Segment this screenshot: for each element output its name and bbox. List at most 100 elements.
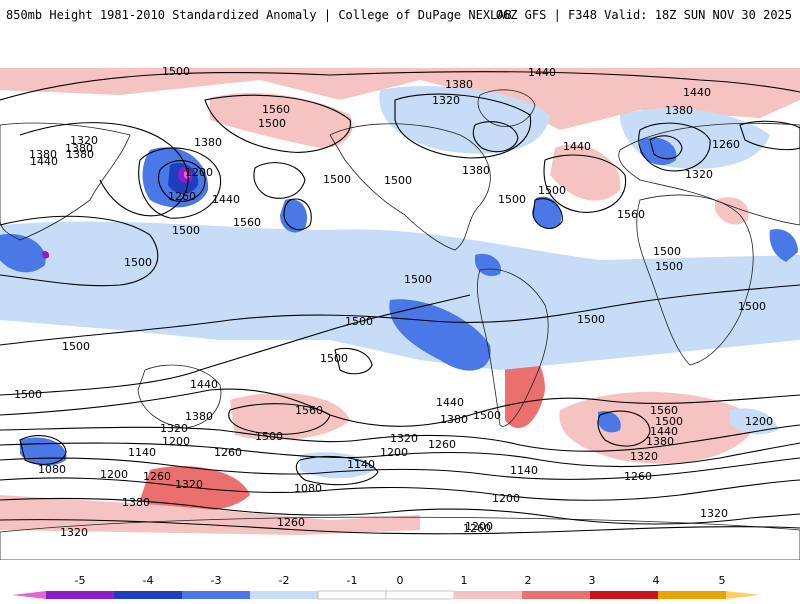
contour-label: 1320 [390, 432, 418, 445]
neg-anomaly-south-atlantic [598, 411, 621, 433]
contour-line [334, 347, 373, 375]
map-svg: 1500 1380 1320 1440 1380 1500 1500 1560 … [0, 40, 800, 560]
contour-label: 1380 [194, 136, 222, 149]
contour-label: 1500 [738, 300, 766, 313]
contour-label: 1440 [683, 86, 711, 99]
legend-tick: 0 [397, 574, 404, 587]
contour-label: 1320 [700, 507, 728, 520]
contour-line [138, 147, 222, 219]
pos-anomaly-south-atlantic [559, 391, 760, 464]
legend-swatch-p3-p4 [590, 591, 658, 599]
contour-line [0, 442, 800, 468]
contour-label: 1500 [323, 173, 351, 186]
contour-line [0, 477, 800, 501]
contour-label: 1380 [29, 148, 57, 161]
pos-anomaly-australia-south [140, 466, 250, 512]
contour-line [204, 94, 351, 153]
contour-line [0, 497, 800, 525]
contour-line [394, 93, 532, 159]
legend-swatch-p1-p2 [454, 591, 522, 599]
contour-label: 1200 [492, 492, 520, 505]
legend-tick: -5 [75, 574, 86, 587]
neg-anomaly-arabian [769, 229, 798, 262]
contour-label: 1500 [258, 117, 286, 130]
contour-label: 1260 [143, 470, 171, 483]
strong-neg-indian-core [42, 250, 50, 259]
contour-label: 1440 [436, 396, 464, 409]
contour-line [228, 403, 331, 435]
contour-label: 1320 [432, 94, 460, 107]
contour-label: 1500 [320, 352, 348, 365]
neg-anomaly-siberia [640, 137, 677, 166]
contour-label: 1200 [745, 415, 773, 428]
contour-line [0, 519, 800, 535]
legend-color-bar [12, 590, 760, 600]
contour-label: 1260 [712, 138, 740, 151]
contour-label: 1200 [465, 520, 493, 533]
contour-label: 1140 [128, 446, 156, 459]
legend-tick: -4 [143, 574, 154, 587]
color-legend: -5 -4 -3 -2 -1 0 1 2 3 4 5 [0, 570, 800, 600]
contour-label: 1200 [185, 166, 213, 179]
contour-label: 1500 [538, 184, 566, 197]
legend-tick: 4 [653, 574, 660, 587]
contour-label: 1260 [168, 190, 196, 203]
contour-label: 1500 [384, 174, 412, 187]
contour-label: 1440 [30, 155, 58, 168]
contour-label: 1560 [650, 404, 678, 417]
north-america [329, 123, 491, 251]
anomaly-map: 1500 1380 1320 1440 1380 1500 1500 1560 … [0, 40, 800, 560]
pos-anomaly-south-america [505, 351, 545, 429]
neg-anomaly-madagascar [730, 408, 778, 435]
neg-anomaly-south-ocean [300, 452, 375, 479]
legend-tick: 3 [589, 574, 596, 587]
contour-label: 1500 [14, 388, 42, 401]
contour-label: 1500 [498, 193, 526, 206]
legend-tick-labels: -5 -4 -3 -2 -1 0 1 2 3 4 5 [75, 574, 726, 587]
legend-swatch-m1-0 [317, 590, 387, 600]
neg-anomaly-east-pacific [389, 299, 491, 371]
contour-line [739, 120, 800, 151]
contour-line [0, 388, 800, 427]
map-title: 850mb Height 1981-2010 Standardized Anom… [6, 8, 512, 22]
contour-line [0, 457, 800, 480]
contour-label: 1440 [650, 425, 678, 438]
pos-anomaly-far-south [0, 495, 420, 535]
contour-label: 1200 [100, 468, 128, 481]
contour-label: 1260 [428, 438, 456, 451]
contour-label: 1380 [66, 148, 94, 161]
contour-label: 1560 [617, 208, 645, 221]
asia-west [0, 122, 131, 241]
neg-anomaly-indian-ocean [0, 234, 46, 273]
legend-swatch-m3-m2 [182, 591, 250, 599]
contour-label: 1500 [655, 415, 683, 428]
contour-line [19, 435, 67, 465]
contour-label: 1140 [347, 458, 375, 471]
contour-label: 1560 [233, 216, 261, 229]
legend-tick: 5 [719, 574, 726, 587]
legend-swatch-m2-m1 [250, 591, 318, 599]
contour-label: 1320 [630, 450, 658, 463]
contour-label: 1380 [665, 104, 693, 117]
contour-label: 1080 [38, 463, 66, 476]
contour-label: 1500 [655, 260, 683, 273]
south-america [476, 268, 549, 427]
contour-labels: 1500 1380 1320 1440 1380 1500 1500 1560 … [14, 65, 773, 539]
africa [636, 194, 754, 366]
contour-label: 1260 [214, 446, 242, 459]
pos-anomaly-atlantic [550, 144, 621, 201]
legend-tick: -1 [347, 574, 358, 587]
contour-label: 1320 [70, 134, 98, 147]
contour-label: 1320 [175, 478, 203, 491]
contour-label: 1500 [473, 409, 501, 422]
legend-swatch-above-p5 [726, 591, 760, 599]
model-run-info: 06Z GFS | F348 Valid: 18Z SUN NOV 30 202… [495, 8, 792, 22]
contour-label: 1500 [172, 224, 200, 237]
contour-label: 1380 [185, 410, 213, 423]
legend-tick: 2 [525, 574, 532, 587]
contour-label: 1080 [294, 482, 322, 495]
contour-label: 1500 [577, 313, 605, 326]
australia [137, 364, 222, 429]
contour-label: 1440 [563, 140, 591, 153]
contour-line [283, 198, 312, 231]
